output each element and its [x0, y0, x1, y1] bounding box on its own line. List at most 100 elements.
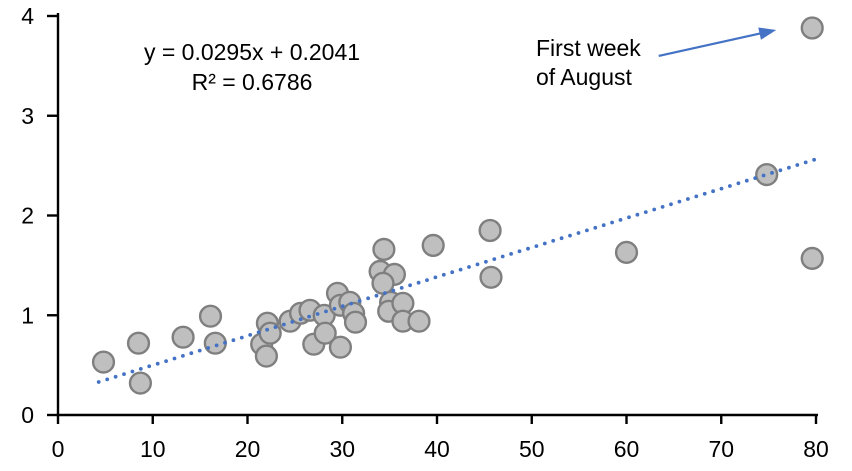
y-tick-label: 3 — [21, 103, 34, 129]
trendline-dot — [778, 168, 783, 173]
trendline-dot — [248, 333, 253, 337]
data-point — [328, 335, 352, 359]
trendline-dot — [298, 317, 303, 322]
annotation-first-week: First week of August — [536, 34, 641, 92]
trendline-dot — [761, 173, 766, 178]
trendline-dot — [559, 236, 564, 241]
trendline-dot — [610, 220, 614, 225]
x-tick-label: 80 — [803, 436, 829, 462]
trendline-dot — [500, 254, 505, 259]
trendline-dot — [787, 165, 791, 170]
data-point — [126, 331, 151, 355]
trendline-dot — [458, 267, 463, 272]
trendline-dot — [332, 306, 337, 311]
trendline-dot — [652, 207, 657, 212]
trendline-dot — [686, 197, 690, 201]
annotation-line: First week — [536, 35, 641, 61]
trendline-dot — [744, 178, 749, 183]
trendline-dot — [694, 194, 699, 199]
trendline-dot — [130, 369, 135, 374]
trendline-dot — [231, 338, 236, 343]
trendline-dot — [391, 288, 396, 293]
data-point — [372, 237, 396, 261]
trendline-dot — [340, 304, 345, 309]
trendline-dot — [492, 257, 497, 261]
trendline-dot — [181, 354, 185, 358]
trendline-dot — [172, 356, 177, 361]
trendline-dot — [357, 299, 362, 303]
x-tick-label: 50 — [519, 436, 545, 462]
trendline-dot — [475, 262, 480, 267]
trendline-equation: y = 0.0295x + 0.2041 R² = 0.6786 — [102, 37, 402, 97]
trendline-dot — [155, 361, 160, 366]
trendline-dot — [627, 215, 631, 220]
trendline-dot — [593, 225, 598, 230]
trendline-dot — [290, 320, 295, 324]
trendline-dot — [526, 246, 530, 251]
trendline-dot — [677, 199, 682, 204]
trendline-dot — [349, 301, 354, 306]
data-point — [171, 325, 195, 349]
trendline-dot — [223, 340, 227, 345]
y-tick-label: 0 — [21, 402, 34, 428]
trendline-dot — [96, 380, 101, 384]
annotation-arrow-head — [758, 27, 777, 40]
trendline-dot — [467, 265, 471, 269]
trendline-dot — [197, 348, 202, 353]
y-tick-label: 4 — [21, 3, 34, 29]
trendline-dot — [122, 372, 126, 376]
data-point — [203, 331, 227, 355]
trendline-dot — [366, 296, 370, 301]
trendline-dot — [425, 278, 429, 282]
trendline-dot — [105, 377, 110, 382]
data-point — [198, 304, 223, 328]
data-point — [254, 344, 278, 368]
trendline-dot — [441, 272, 446, 277]
trendline-dot — [551, 238, 556, 243]
trendline-dot — [399, 286, 404, 290]
data-point — [478, 218, 502, 243]
trendline-equation-line: y = 0.0295x + 0.2041 — [143, 39, 361, 65]
trendline-dot — [585, 228, 589, 233]
annotation-arrow-shaft — [658, 31, 763, 57]
trendline-dot — [256, 330, 261, 335]
trendline-dot — [770, 171, 774, 175]
data-point — [755, 163, 779, 187]
data-point — [421, 233, 445, 257]
trendline-dot — [282, 322, 286, 327]
trendline-dot — [315, 312, 320, 316]
trendline-dot — [408, 283, 412, 288]
trendline-dot — [660, 205, 665, 209]
trendline-dot — [542, 241, 547, 246]
x-tick-label: 20 — [235, 436, 261, 462]
trendline-dot — [147, 364, 152, 369]
trendline-dot — [812, 157, 816, 162]
trendline-dot — [416, 280, 421, 285]
trendline-dot — [753, 176, 758, 181]
trendline-dot — [736, 181, 741, 186]
y-tick-label: 1 — [21, 302, 34, 328]
data-point — [313, 321, 337, 345]
trendline-dot — [618, 218, 623, 222]
trendline-dot — [601, 223, 606, 228]
data-point — [343, 310, 368, 334]
trendline-dot — [568, 233, 572, 238]
trendline-dot — [576, 231, 581, 235]
trendline-dot — [214, 343, 219, 348]
trendline-dot — [324, 309, 328, 314]
x-tick-label: 60 — [614, 436, 640, 462]
trendline-dot — [433, 275, 438, 280]
annotation-line: of August — [536, 64, 632, 90]
trendline-dot — [206, 346, 211, 350]
trendline-dot — [509, 252, 513, 256]
trendline-dot — [239, 335, 244, 340]
x-tick-label: 10 — [140, 436, 166, 462]
trendline-dot — [164, 359, 169, 363]
trendline-dot — [517, 249, 522, 254]
x-tick-label: 0 — [52, 436, 65, 462]
trendline-dot — [189, 351, 194, 356]
trendline-dot — [383, 291, 387, 295]
data-point — [258, 321, 282, 345]
